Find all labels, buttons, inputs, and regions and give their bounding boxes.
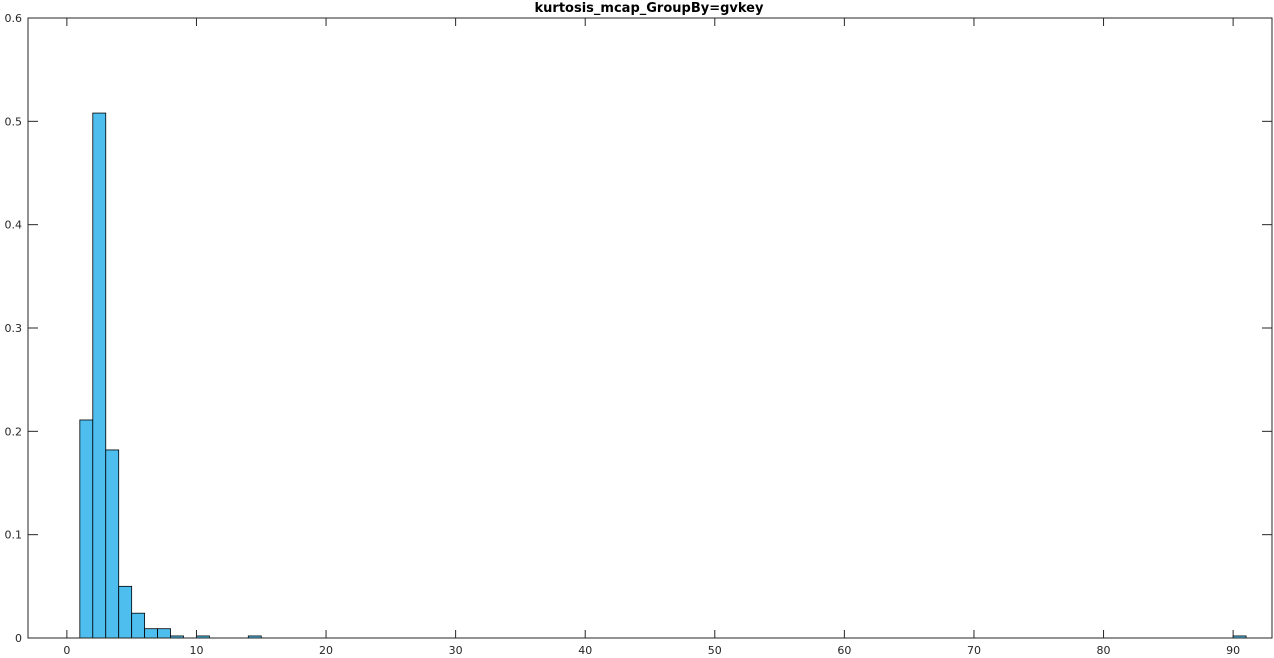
x-tick-label: 80 [1097, 644, 1111, 657]
x-tick-label: 40 [578, 644, 592, 657]
y-tick-label: 0.2 [5, 425, 23, 438]
plot-frame [27, 17, 1273, 639]
y-tick-label: 0.3 [5, 322, 23, 335]
y-tick-label: 0.5 [5, 115, 23, 128]
histogram-bar [79, 419, 94, 639]
histogram-bar [144, 628, 158, 639]
y-tick-label: 0 [15, 632, 22, 645]
x-tick-label: 70 [967, 644, 981, 657]
histogram-bar [157, 628, 171, 639]
histogram-bar [105, 449, 120, 639]
y-tick-label: 0.1 [5, 529, 23, 542]
x-tick-label: 0 [63, 644, 70, 657]
x-tick-label: 20 [319, 644, 333, 657]
x-axis-ticks: 0 10 20 30 40 50 60 70 80 90 [63, 18, 1240, 657]
x-tick-label: 50 [708, 644, 722, 657]
y-tick-label: 0.6 [5, 12, 23, 25]
x-tick-label: 90 [1226, 644, 1240, 657]
x-tick-label: 60 [837, 644, 851, 657]
histogram-bars [79, 112, 1247, 639]
axes [27, 17, 1273, 639]
histogram-bar [131, 612, 146, 639]
x-tick-label: 30 [449, 644, 463, 657]
chart-title: kurtosis_mcap_GroupBy=gvkey [535, 1, 764, 16]
x-tick-label: 10 [189, 644, 203, 657]
y-tick-label: 0.4 [5, 219, 23, 232]
histogram-bar [92, 112, 107, 639]
histogram-bar [118, 585, 133, 639]
y-axis-ticks: 0 0.1 0.2 0.3 0.4 0.5 0.6 [5, 12, 1272, 645]
